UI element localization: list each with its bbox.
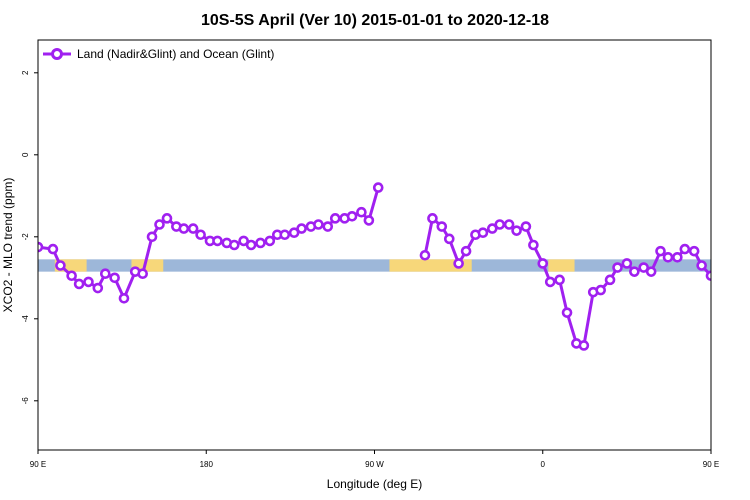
data-point bbox=[178, 223, 190, 234]
data-point bbox=[561, 307, 573, 318]
y-tick-label: -2 bbox=[21, 233, 30, 241]
legend-marker bbox=[51, 48, 63, 60]
data-point bbox=[73, 278, 85, 290]
x-tick-label: 90 W bbox=[365, 460, 384, 469]
data-point bbox=[264, 235, 276, 247]
data-point bbox=[537, 258, 549, 269]
data-point bbox=[705, 270, 711, 282]
y-tick-label: -6 bbox=[21, 397, 30, 405]
data-point bbox=[595, 284, 607, 296]
data-point bbox=[554, 274, 565, 286]
data-point bbox=[83, 276, 94, 288]
data-point bbox=[486, 223, 498, 234]
data-point bbox=[109, 272, 120, 284]
data-point bbox=[92, 282, 104, 294]
data-point bbox=[161, 213, 173, 224]
legend-label: Land (Nadir&Glint) and Ocean (Glint) bbox=[77, 47, 274, 61]
y-tick-label: 2 bbox=[21, 70, 30, 75]
data-point bbox=[313, 219, 324, 230]
data-point bbox=[279, 229, 291, 241]
x-tick-label: 90 E bbox=[30, 460, 46, 469]
data-point bbox=[47, 243, 59, 255]
chart-title: 10S-5S April (Ver 10) 2015-01-01 to 2020… bbox=[201, 12, 549, 29]
y-tick-label: 0 bbox=[21, 152, 30, 157]
data-point bbox=[245, 239, 257, 251]
data-point bbox=[228, 239, 240, 251]
data-point bbox=[528, 239, 539, 251]
y-axis-label: XCO2 - MLO trend (ppm) bbox=[1, 178, 15, 313]
data-point bbox=[672, 251, 683, 263]
data-point bbox=[363, 215, 375, 226]
data-point bbox=[372, 182, 384, 193]
land-segment bbox=[389, 259, 472, 272]
data-point bbox=[296, 223, 307, 234]
x-axis-label: Longitude (deg E) bbox=[327, 477, 422, 491]
x-axis: 90 E 180 90 W 0 90 E bbox=[30, 450, 719, 469]
data-point bbox=[612, 262, 623, 273]
data-point bbox=[146, 231, 158, 243]
data-point bbox=[604, 274, 616, 286]
data-point bbox=[645, 266, 657, 277]
data-point bbox=[453, 258, 464, 269]
data-point bbox=[621, 258, 633, 269]
data-point bbox=[137, 268, 148, 280]
data-point bbox=[100, 268, 111, 280]
data-point bbox=[655, 245, 666, 257]
data-point bbox=[187, 223, 199, 234]
data-point bbox=[494, 219, 506, 230]
data-point bbox=[154, 219, 165, 230]
plot-area bbox=[38, 40, 711, 450]
data-point bbox=[212, 235, 223, 247]
data-point bbox=[66, 270, 77, 282]
land-segment bbox=[548, 259, 575, 272]
data-point bbox=[238, 235, 249, 247]
data-point bbox=[436, 221, 448, 232]
y-tick-label: -4 bbox=[21, 315, 30, 323]
data-point bbox=[688, 245, 700, 257]
x-tick-label: 90 E bbox=[703, 460, 719, 469]
x-tick-label: 0 bbox=[541, 460, 546, 469]
data-point bbox=[329, 213, 341, 224]
series-layer bbox=[38, 182, 711, 351]
data-point bbox=[419, 249, 431, 261]
data-point bbox=[255, 237, 266, 249]
data-point bbox=[460, 245, 472, 257]
data-point bbox=[346, 211, 358, 222]
data-point bbox=[511, 225, 522, 236]
data-point bbox=[118, 292, 130, 304]
data-point bbox=[503, 219, 515, 230]
data-point bbox=[679, 243, 691, 255]
data-point bbox=[629, 266, 640, 277]
data-point bbox=[288, 227, 300, 238]
y-axis: 2 0 -2 -4 -6 bbox=[21, 70, 38, 404]
data-point bbox=[38, 241, 44, 253]
x-tick-label: 180 bbox=[200, 460, 214, 469]
data-point bbox=[578, 340, 590, 351]
data-point bbox=[322, 221, 334, 232]
data-point bbox=[356, 206, 367, 218]
legend: Land (Nadir&Glint) and Ocean (Glint) bbox=[43, 47, 274, 61]
data-point bbox=[544, 276, 556, 288]
data-point bbox=[662, 251, 674, 263]
data-point bbox=[520, 221, 532, 232]
data-point bbox=[443, 233, 455, 245]
data-point bbox=[55, 260, 66, 271]
data-point bbox=[477, 227, 489, 238]
data-point bbox=[696, 260, 707, 271]
data-point bbox=[195, 229, 206, 241]
data-point bbox=[427, 213, 438, 224]
data-point bbox=[638, 262, 650, 273]
